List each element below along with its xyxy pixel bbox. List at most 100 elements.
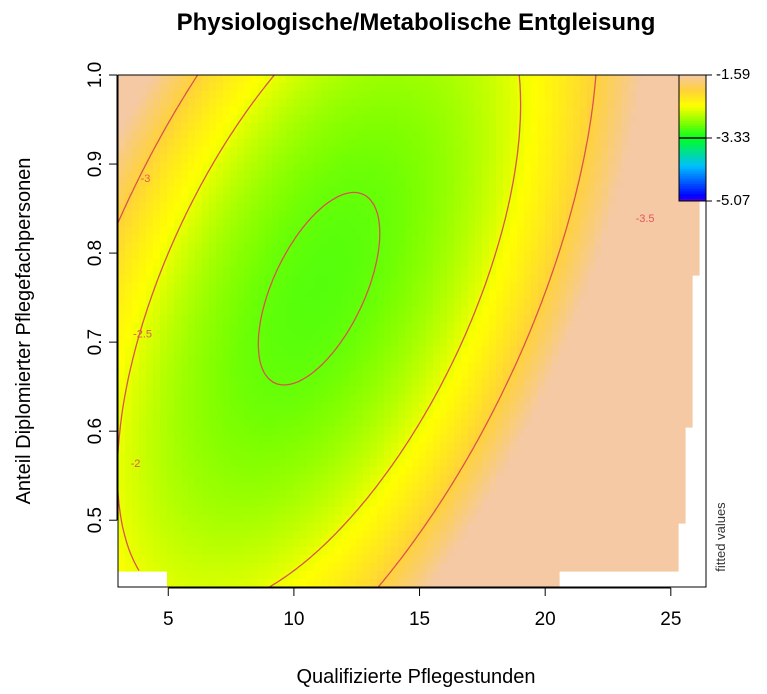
heatmap-cell xyxy=(594,507,602,516)
heatmap-cell xyxy=(475,123,483,132)
heatmap-cell xyxy=(510,187,518,196)
heatmap-cell xyxy=(615,531,623,540)
heatmap-cell xyxy=(496,539,504,548)
heatmap-cell xyxy=(545,363,553,372)
heatmap-cell xyxy=(643,363,651,372)
heatmap-cell xyxy=(503,75,511,84)
heatmap-cell xyxy=(286,115,294,124)
heatmap-cell xyxy=(209,323,217,332)
heatmap-cell xyxy=(244,99,252,108)
heatmap-cell xyxy=(125,339,133,348)
heatmap-cell xyxy=(461,251,469,260)
heatmap-cell xyxy=(601,371,609,380)
heatmap-cell xyxy=(503,419,511,428)
heatmap-cell xyxy=(293,75,301,84)
heatmap-cell xyxy=(363,539,371,548)
heatmap-cell xyxy=(370,235,378,244)
heatmap-cell xyxy=(118,259,126,268)
heatmap-cell xyxy=(167,491,175,500)
heatmap-cell xyxy=(433,555,441,564)
heatmap-cell xyxy=(258,219,266,228)
heatmap-cell xyxy=(664,187,672,196)
heatmap-cell xyxy=(552,227,560,236)
heatmap-cell xyxy=(300,243,308,252)
heatmap-cell xyxy=(202,491,210,500)
heatmap-cell xyxy=(580,443,588,452)
heatmap-cell xyxy=(174,99,182,108)
heatmap-cell xyxy=(482,379,490,388)
heatmap-cell xyxy=(314,179,322,188)
heatmap-cell xyxy=(167,339,175,348)
heatmap-cell xyxy=(482,211,490,220)
heatmap-cell xyxy=(314,219,322,228)
heatmap-cell xyxy=(636,539,644,548)
heatmap-cell xyxy=(608,387,616,396)
heatmap-cell xyxy=(349,147,357,156)
heatmap-cell xyxy=(188,283,196,292)
heatmap-cell xyxy=(510,155,518,164)
heatmap-cell xyxy=(538,531,546,540)
heatmap-cell xyxy=(622,467,630,476)
heatmap-cell xyxy=(335,515,343,524)
heatmap-cell xyxy=(552,203,560,212)
heatmap-cell xyxy=(160,107,168,116)
heatmap-cell xyxy=(328,443,336,452)
heatmap-cell xyxy=(272,363,280,372)
heatmap-cell xyxy=(279,491,287,500)
heatmap-cell xyxy=(545,307,553,316)
heatmap-cell xyxy=(629,107,637,116)
heatmap-cell xyxy=(510,211,518,220)
heatmap-cell xyxy=(293,363,301,372)
heatmap-cell xyxy=(468,91,476,100)
heatmap-cell xyxy=(160,235,168,244)
heatmap-cell xyxy=(216,315,224,324)
heatmap-cell xyxy=(524,219,532,228)
heatmap-cell xyxy=(405,387,413,396)
heatmap-cell xyxy=(510,107,518,116)
heatmap-cell xyxy=(230,563,238,572)
heatmap-cell xyxy=(251,459,259,468)
heatmap-cell xyxy=(573,243,581,252)
heatmap-cell xyxy=(566,411,574,420)
heatmap-cell xyxy=(314,91,322,100)
heatmap-cell xyxy=(139,419,147,428)
heatmap-cell xyxy=(405,203,413,212)
heatmap-cell xyxy=(412,563,420,572)
heatmap-cell xyxy=(594,203,602,212)
heatmap-cell xyxy=(419,115,427,124)
heatmap-cell xyxy=(489,187,497,196)
heatmap-cell xyxy=(566,507,574,516)
heatmap-cell xyxy=(167,235,175,244)
heatmap-cell xyxy=(223,499,231,508)
heatmap-cell xyxy=(377,323,385,332)
heatmap-cell xyxy=(615,187,623,196)
heatmap-cell xyxy=(426,299,434,308)
heatmap-cell xyxy=(573,387,581,396)
heatmap-cell xyxy=(363,307,371,316)
heatmap-cell xyxy=(279,435,287,444)
heatmap-cell xyxy=(181,579,189,588)
heatmap-cell xyxy=(349,507,357,516)
heatmap-cell xyxy=(440,195,448,204)
heatmap-cell xyxy=(454,323,462,332)
heatmap-cell xyxy=(531,307,539,316)
heatmap-cell xyxy=(489,251,497,260)
heatmap-cell xyxy=(139,411,147,420)
heatmap-cell xyxy=(608,499,616,508)
heatmap-cell xyxy=(216,139,224,148)
heatmap-cell xyxy=(139,179,147,188)
heatmap-cell xyxy=(601,243,609,252)
heatmap-cell xyxy=(391,443,399,452)
heatmap-cell xyxy=(342,155,350,164)
heatmap-cell xyxy=(139,491,147,500)
heatmap-cell xyxy=(503,91,511,100)
heatmap-cell xyxy=(377,155,385,164)
heatmap-cell xyxy=(580,419,588,428)
heatmap-cell xyxy=(181,347,189,356)
heatmap-cell xyxy=(377,555,385,564)
heatmap-cell xyxy=(230,139,238,148)
heatmap-cell xyxy=(307,467,315,476)
heatmap-cell xyxy=(496,179,504,188)
heatmap-cell xyxy=(328,571,336,580)
